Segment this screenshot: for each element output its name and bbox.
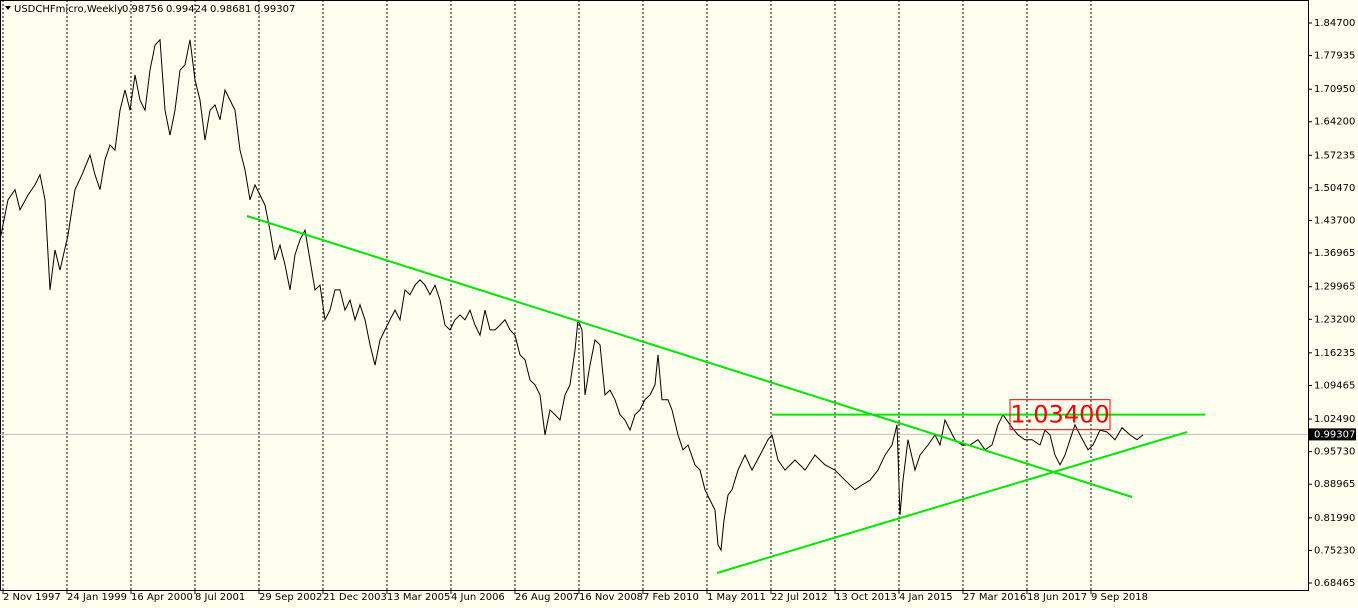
- menu-triangle[interactable]: [5, 6, 11, 10]
- y-tick-label: 0.88965: [1314, 479, 1355, 490]
- last-price-box: [1308, 428, 1356, 441]
- x-tick-label: 2 Nov 1997: [3, 592, 61, 603]
- y-tick-label: 1.57235: [1314, 150, 1355, 161]
- x-tick-label: 1 May 2011: [707, 592, 766, 603]
- y-tick-label: 1.70950: [1314, 84, 1355, 95]
- trendline: [246, 215, 1133, 498]
- x-tick-label: 13 Oct 2013: [835, 592, 897, 603]
- last-price-label: 0.99307: [1314, 429, 1355, 440]
- plot-frame: [0, 0, 1309, 591]
- y-tick-label: 0.95730: [1314, 447, 1355, 458]
- ohlc-value: 0.99424: [166, 4, 207, 15]
- x-tick-label: 26 Aug 2007: [515, 592, 579, 603]
- y-tick-label: 0.68465: [1314, 578, 1355, 589]
- x-tick-label: 4 Jun 2006: [451, 592, 505, 603]
- x-tick-label: 21 Dec 2003: [323, 592, 387, 603]
- ohlc-value: 0.98756: [122, 4, 163, 15]
- level-label: 1.03400: [1010, 401, 1109, 429]
- level-label-box: [1009, 399, 1111, 431]
- x-tick-label: 8 Jul 2001: [195, 592, 245, 603]
- y-tick-label: 1.16235: [1314, 348, 1355, 359]
- y-tick-label: 1.43700: [1314, 216, 1355, 227]
- y-tick-label: 1.02490: [1314, 414, 1355, 425]
- chart-title: USDCHFmicro,Weekly: [14, 4, 123, 15]
- x-tick-label: 7 Feb 2010: [643, 592, 699, 603]
- y-tick-label: 0.81990: [1314, 513, 1355, 524]
- y-tick-label: 1.64200: [1314, 117, 1355, 128]
- ohlc-value: 0.98681: [210, 4, 251, 15]
- y-tick-label: 1.23200: [1314, 314, 1355, 325]
- y-tick-label: 1.50470: [1314, 183, 1355, 194]
- x-tick-label: 9 Sep 2018: [1091, 592, 1148, 603]
- x-tick-label: 16 Apr 2000: [131, 592, 193, 603]
- x-tick-label: 27 Mar 2016: [963, 592, 1026, 603]
- trendline: [716, 431, 1188, 574]
- y-tick-label: 1.84700: [1314, 18, 1355, 29]
- x-tick-label: 18 Jun 2017: [1027, 592, 1087, 603]
- y-tick-label: 1.29965: [1314, 282, 1355, 293]
- x-tick-label: 22 Jul 2012: [771, 592, 828, 603]
- x-tick-label: 16 Nov 2008: [579, 592, 643, 603]
- x-tick-label: 13 Mar 2005: [387, 592, 450, 603]
- y-tick-label: 0.75230: [1314, 545, 1355, 556]
- ohlc-value: 0.99307: [254, 4, 295, 15]
- price-line: [0, 38, 1144, 552]
- x-tick-label: 4 Jan 2015: [899, 592, 953, 603]
- x-tick-label: 29 Sep 2002: [259, 592, 322, 603]
- y-tick-label: 1.09465: [1314, 380, 1355, 391]
- y-tick-label: 1.36965: [1314, 248, 1355, 259]
- x-tick-label: 24 Jan 1999: [67, 592, 127, 603]
- y-tick-label: 1.77935: [1314, 51, 1355, 62]
